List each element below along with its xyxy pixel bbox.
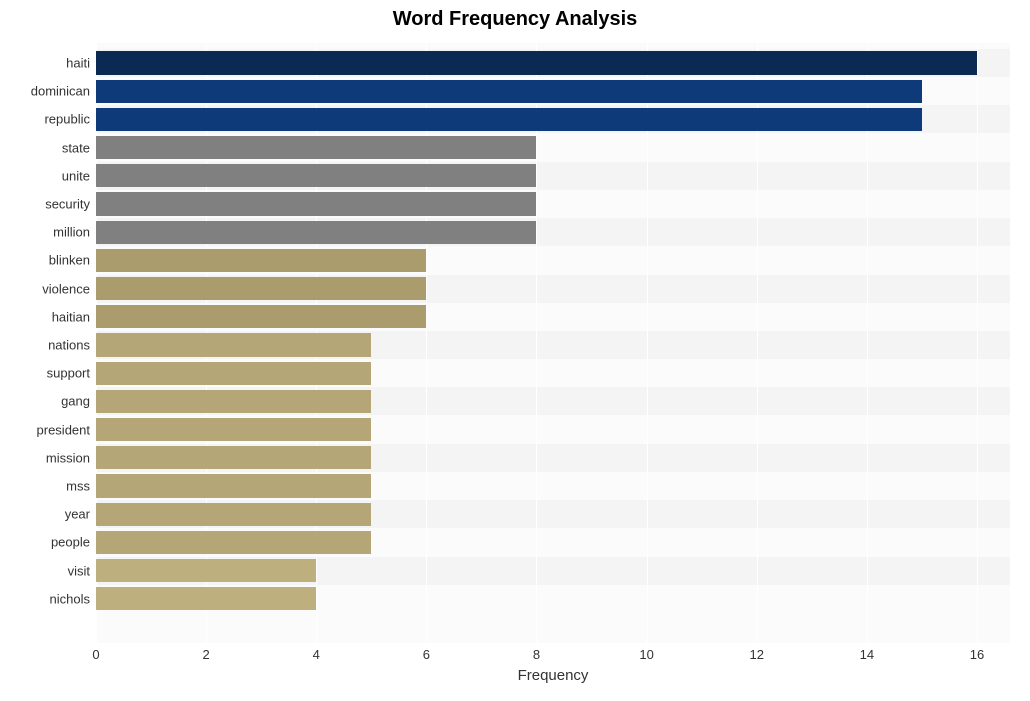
bar-row: gang: [96, 390, 1010, 413]
y-axis-label: violence: [42, 281, 96, 296]
x-axis-tick: 12: [749, 647, 763, 662]
y-axis-label: people: [51, 535, 96, 550]
x-axis: 0246810121416Frequency: [96, 643, 1010, 683]
bar: [96, 531, 371, 554]
bar: [96, 305, 426, 328]
bar: [96, 249, 426, 272]
bar-row: nations: [96, 333, 1010, 356]
y-axis-label: nations: [48, 337, 96, 352]
x-axis-tick: 10: [639, 647, 653, 662]
y-axis-label: blinken: [49, 253, 96, 268]
bar-row: blinken: [96, 249, 1010, 272]
bar-row: republic: [96, 108, 1010, 131]
bar: [96, 221, 536, 244]
x-axis-tick: 14: [860, 647, 874, 662]
bar: [96, 277, 426, 300]
bar-row: state: [96, 136, 1010, 159]
bar: [96, 51, 977, 74]
bar-row: mission: [96, 446, 1010, 469]
bar-row: security: [96, 192, 1010, 215]
chart-container: Word Frequency Analysis haitidominicanre…: [0, 0, 1030, 701]
bar-row: million: [96, 221, 1010, 244]
bar: [96, 80, 922, 103]
bar: [96, 418, 371, 441]
y-axis-label: year: [65, 507, 96, 522]
y-axis-label: gang: [61, 394, 96, 409]
y-axis-label: security: [45, 196, 96, 211]
bar: [96, 362, 371, 385]
bar: [96, 446, 371, 469]
bar: [96, 192, 536, 215]
bar: [96, 390, 371, 413]
y-axis-label: president: [37, 422, 96, 437]
y-axis-label: haitian: [52, 309, 96, 324]
bar: [96, 503, 371, 526]
bar: [96, 333, 371, 356]
bar-row: year: [96, 503, 1010, 526]
bar: [96, 587, 316, 610]
x-axis-tick: 6: [423, 647, 430, 662]
plot-area: haiti dominican republic state unite security…: [96, 43, 1010, 643]
y-axis-label: haiti: [66, 55, 96, 70]
x-axis-tick: 8: [533, 647, 540, 662]
y-axis-label: nichols: [50, 591, 96, 606]
bar-row: unite: [96, 164, 1010, 187]
y-axis-label: dominican: [31, 84, 96, 99]
bar: [96, 164, 536, 187]
y-axis-label: support: [47, 366, 96, 381]
bar-row: support: [96, 362, 1010, 385]
y-axis-label: state: [62, 140, 96, 155]
bar: [96, 108, 922, 131]
bar-row: president: [96, 418, 1010, 441]
y-axis-label: unite: [62, 168, 96, 183]
y-axis-label: mss: [66, 478, 96, 493]
bar: [96, 474, 371, 497]
bar: [96, 136, 536, 159]
bar-row: dominican: [96, 80, 1010, 103]
y-axis-label: republic: [44, 112, 96, 127]
x-axis-tick: 0: [92, 647, 99, 662]
bar-row: mss: [96, 474, 1010, 497]
bar-row: haitian: [96, 305, 1010, 328]
x-axis-title: Frequency: [518, 667, 589, 684]
x-axis-tick: 2: [202, 647, 209, 662]
bar-row: visit: [96, 559, 1010, 582]
bar-row: nichols: [96, 587, 1010, 610]
x-axis-tick: 16: [970, 647, 984, 662]
bar-row: people: [96, 531, 1010, 554]
x-axis-tick: 4: [313, 647, 320, 662]
y-axis-label: mission: [46, 450, 96, 465]
bar: [96, 559, 316, 582]
y-axis-label: visit: [68, 563, 96, 578]
y-axis-label: million: [53, 225, 96, 240]
chart-title: Word Frequency Analysis: [10, 8, 1020, 31]
bar-row: violence: [96, 277, 1010, 300]
bar-row: haiti: [96, 51, 1010, 74]
